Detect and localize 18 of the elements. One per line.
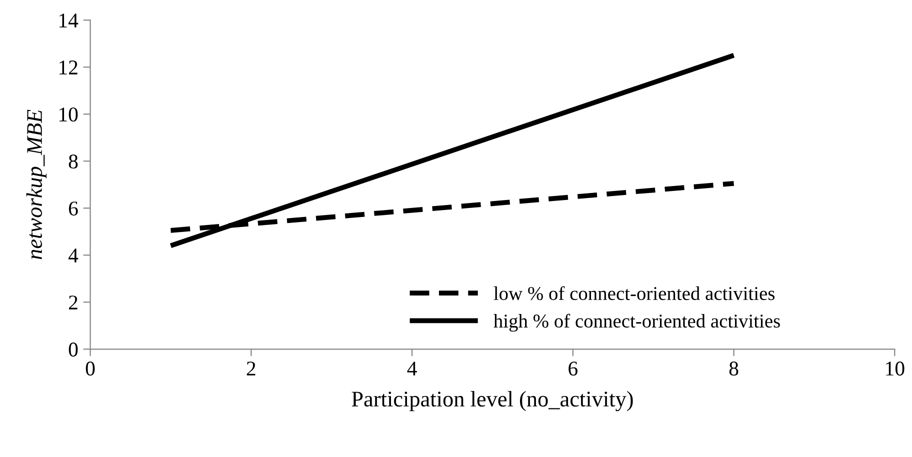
x-tick-label: 2: [246, 362, 256, 376]
y-tick-label: 2: [68, 296, 78, 310]
legend-label: high % of connect-oriented activities: [494, 314, 780, 332]
y-tick-label: 10: [59, 107, 78, 122]
x-axis-title: Participation level (no_activity): [352, 390, 633, 412]
x-tick-label: 8: [729, 362, 738, 376]
legend-label: low % of connect-oriented activities: [494, 286, 775, 300]
x-tick-label: 6: [568, 362, 578, 376]
x-tick-label: 4: [407, 362, 417, 376]
y-tick-label: 14: [59, 14, 78, 28]
y-axis-title: networkup_MBE: [26, 110, 47, 260]
y-tick-label: 6: [68, 202, 78, 216]
y-tick-label: 8: [68, 154, 78, 169]
x-tick-label: 10: [886, 362, 904, 376]
y-tick-label: 0: [68, 342, 78, 357]
y-tick-label: 4: [68, 248, 78, 262]
y-tick-label: 12: [59, 60, 78, 74]
x-tick-label: 0: [86, 362, 95, 376]
